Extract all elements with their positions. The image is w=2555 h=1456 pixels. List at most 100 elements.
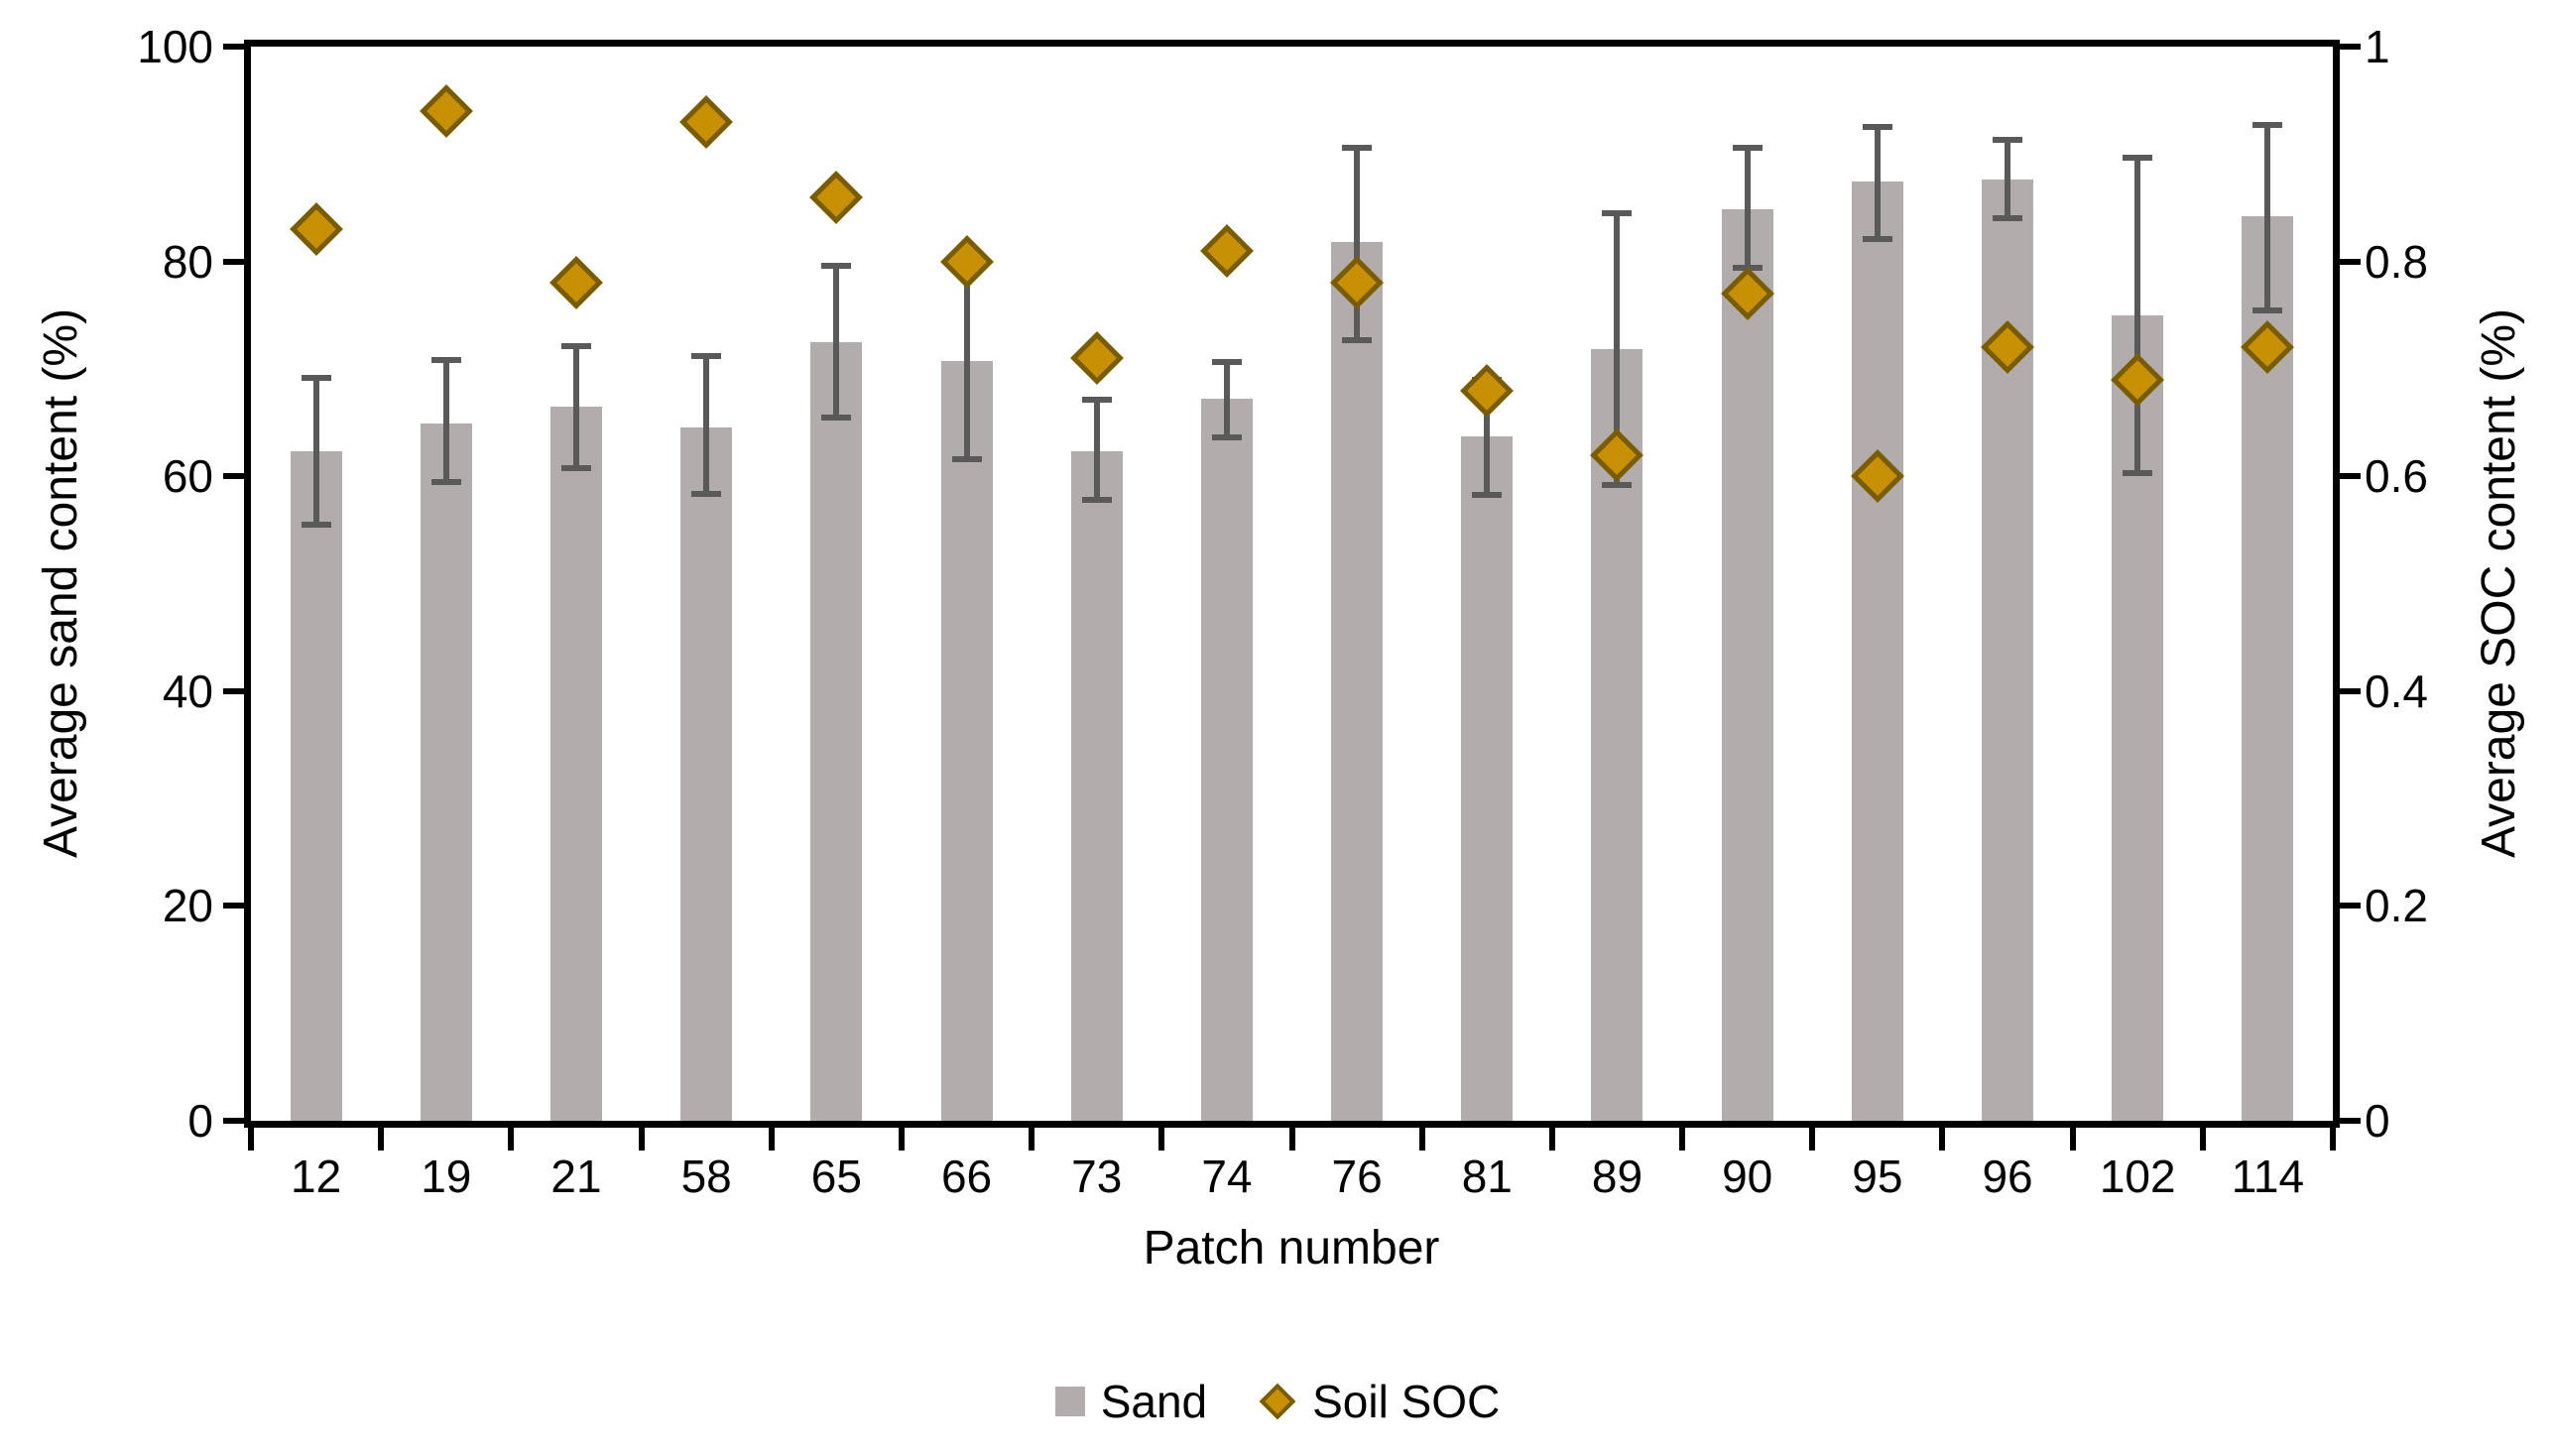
- x-axis-tick: [1029, 1128, 1035, 1151]
- x-axis-tick: [898, 1128, 905, 1151]
- x-axis-tick: [2069, 1128, 2076, 1151]
- error-bar-line: [312, 377, 319, 525]
- left-axis-tick: [223, 44, 244, 50]
- error-bar-line: [1874, 127, 1881, 239]
- sand-bar: [1331, 242, 1384, 1121]
- left-axis-tick: [223, 1118, 244, 1124]
- legend-label: Soil SOC: [1312, 1376, 1501, 1427]
- error-bar-line: [2005, 140, 2011, 219]
- x-axis-category-label: 89: [1591, 1151, 1643, 1202]
- error-bar-line: [2264, 125, 2271, 311]
- x-axis-tick: [1939, 1128, 1946, 1151]
- sand-bar: [290, 451, 342, 1121]
- error-bar-cap-top: [1602, 209, 1633, 216]
- right-axis-tick-label: 0.6: [2365, 450, 2428, 503]
- error-bar-cap-top: [430, 357, 461, 364]
- error-bar-cap-top: [1081, 397, 1112, 404]
- x-axis-category-label: 96: [1982, 1151, 2033, 1202]
- right-axis-tick: [2340, 687, 2361, 694]
- error-bar-cap-bottom: [2123, 469, 2153, 476]
- x-axis-tick: [1158, 1128, 1165, 1151]
- x-axis-category-label: 76: [1331, 1151, 1383, 1202]
- x-axis-tick: [1548, 1128, 1555, 1151]
- x-axis-tick: [1418, 1128, 1425, 1151]
- x-axis-tick: [248, 1128, 254, 1151]
- sand-legend-swatch: [1054, 1387, 1085, 1416]
- error-bar-cap-top: [560, 343, 591, 350]
- x-axis-tick: [2199, 1128, 2206, 1151]
- error-bar-cap-bottom: [2252, 307, 2283, 314]
- left-axis-tick-label: 80: [162, 235, 213, 288]
- right-axis-tick-label: 0: [2365, 1095, 2390, 1147]
- right-axis-tick: [2340, 473, 2361, 480]
- left-axis-tick: [223, 687, 244, 694]
- x-axis-category-label: 102: [2099, 1151, 2176, 1202]
- left-axis-tick: [223, 473, 244, 480]
- sand-bar: [1721, 208, 1773, 1121]
- sand-bar: [810, 341, 863, 1121]
- error-bar-line: [572, 346, 579, 468]
- error-bar-line: [963, 265, 970, 459]
- error-bar-cap-bottom: [1602, 481, 1633, 488]
- error-bar-line: [1354, 147, 1361, 340]
- x-axis-category-label: 21: [550, 1151, 602, 1202]
- error-bar-cap-bottom: [1342, 336, 1373, 343]
- legend-item: Soil SOC: [1259, 1379, 1500, 1424]
- error-bar-line: [833, 265, 840, 418]
- error-bar-cap-bottom: [1081, 497, 1112, 504]
- right-axis-tick-label: 0.4: [2365, 665, 2428, 717]
- soc-diamond-marker: [679, 94, 734, 149]
- sand-bar: [680, 427, 733, 1121]
- error-bar-cap-bottom: [1862, 235, 1892, 242]
- x-axis-tick: [1288, 1128, 1295, 1151]
- error-bar-cap-top: [1862, 124, 1892, 131]
- plot-area: [244, 40, 2340, 1128]
- error-bar-line: [1614, 212, 1621, 485]
- error-bar-line: [1093, 400, 1100, 501]
- right-axis-tick-label: 1: [2365, 21, 2390, 72]
- error-bar-cap-bottom: [951, 455, 982, 462]
- error-bar-line: [442, 360, 449, 482]
- soc-diamond-marker: [419, 84, 473, 138]
- x-axis-category-label: 81: [1461, 1151, 1513, 1202]
- error-bar-line: [2134, 157, 2141, 473]
- x-axis-category-label: 95: [1852, 1151, 1903, 1202]
- error-bar-line: [1484, 379, 1491, 495]
- sand-bar: [420, 424, 472, 1121]
- error-bar-cap-bottom: [1211, 434, 1242, 441]
- right-axis-tick: [2340, 1118, 2361, 1124]
- error-bar-cap-top: [821, 262, 852, 269]
- left-axis-tick: [223, 903, 244, 910]
- x-axis-category-label: 114: [2231, 1151, 2305, 1202]
- error-bar-cap-top: [301, 374, 331, 381]
- left-axis-tick-label: 0: [187, 1095, 213, 1147]
- error-bar-cap-top: [691, 352, 722, 359]
- x-axis-category-label: 90: [1722, 1151, 1773, 1202]
- x-axis-title: Patch number: [1143, 1222, 1440, 1274]
- error-bar-line: [1744, 147, 1751, 269]
- right-axis-tick: [2340, 258, 2361, 265]
- x-axis-tick: [768, 1128, 775, 1151]
- sand-bar: [1200, 399, 1253, 1121]
- x-axis-category-label: 12: [291, 1151, 342, 1202]
- right-axis-tick: [2340, 44, 2361, 50]
- left-axis-tick-label: 100: [137, 21, 213, 72]
- x-axis-category-label: 66: [940, 1151, 993, 1202]
- sand-bar: [549, 406, 602, 1121]
- error-bar-cap-top: [1211, 359, 1242, 366]
- x-axis-category-label: 65: [810, 1151, 862, 1202]
- legend: Sand Soil SOC: [0, 1379, 2555, 1424]
- right-axis-tick-label: 0.8: [2365, 235, 2428, 288]
- error-bar-cap-bottom: [560, 464, 591, 471]
- error-bar-cap-bottom: [301, 521, 331, 528]
- soc-diamond-marker: [1460, 363, 1515, 418]
- error-bar-cap-bottom: [1993, 215, 2023, 222]
- error-bar-cap-top: [1342, 144, 1373, 151]
- soc-diamond-marker: [549, 256, 603, 310]
- x-axis-tick: [508, 1128, 515, 1151]
- sand-bar: [1461, 436, 1514, 1121]
- x-axis-tick: [2330, 1128, 2336, 1151]
- soc-diamond-marker: [809, 170, 864, 224]
- right-axis-tick: [2340, 903, 2361, 910]
